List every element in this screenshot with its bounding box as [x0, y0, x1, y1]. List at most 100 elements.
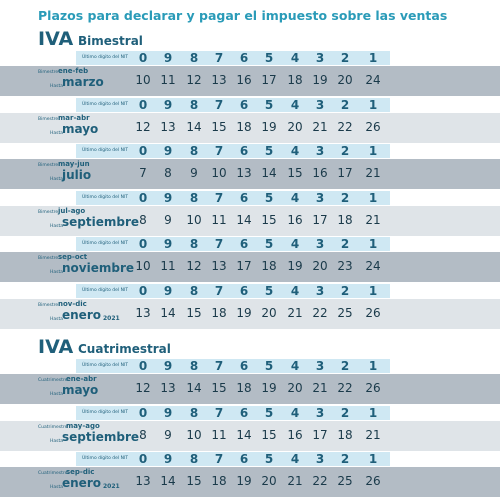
digit: 3 — [315, 97, 325, 112]
row-band — [0, 374, 500, 404]
digit: 3 — [315, 359, 325, 373]
day: 13 — [236, 166, 252, 180]
day: 18 — [261, 259, 277, 273]
due-label: Hasta — [50, 438, 64, 444]
day: 21 — [365, 212, 381, 227]
row-band — [0, 159, 500, 189]
digit: 6 — [239, 237, 249, 251]
due-month: marzo — [62, 75, 104, 89]
day: 16 — [287, 427, 303, 442]
day: 25 — [337, 305, 353, 320]
day: 13 — [135, 305, 151, 320]
period: nov-dic — [58, 299, 87, 308]
period-label: Bimestre — [38, 302, 59, 308]
due-label: Hasta — [50, 177, 64, 182]
section-label: IVA — [38, 336, 74, 358]
digit: 7 — [214, 452, 224, 466]
digit: 1 — [368, 51, 378, 65]
day: 16 — [287, 212, 303, 227]
digit: 4 — [290, 97, 300, 112]
day: 14 — [160, 474, 176, 488]
day: 17 — [337, 166, 353, 180]
day: 9 — [190, 166, 198, 180]
day: 26 — [365, 381, 381, 395]
digit: 8 — [189, 405, 199, 420]
header-band — [76, 452, 390, 466]
due-year: 2021 — [103, 314, 120, 322]
day: 22 — [312, 474, 328, 488]
day: 8 — [139, 427, 147, 442]
day: 20 — [287, 381, 303, 395]
digit: 6 — [239, 452, 249, 466]
digit: 7 — [214, 144, 224, 158]
header-label: Último dígito del NIT — [82, 456, 129, 461]
digit: 5 — [264, 452, 274, 466]
day: 17 — [261, 73, 277, 87]
day: 10 — [135, 259, 151, 273]
day: 14 — [186, 119, 202, 134]
digit: 0 — [138, 452, 148, 466]
day: 10 — [186, 427, 202, 442]
digit: 1 — [368, 97, 378, 112]
digit: 8 — [189, 237, 199, 251]
header-band — [76, 359, 390, 373]
header-label: Último dígito del NIT — [82, 409, 129, 415]
due-label: Hasta — [50, 485, 64, 490]
day: 17 — [312, 427, 328, 442]
digit: 7 — [214, 51, 224, 65]
digit: 9 — [163, 359, 173, 373]
day: 25 — [337, 474, 353, 488]
digit: 3 — [315, 51, 325, 65]
digit: 4 — [290, 237, 300, 251]
day: 22 — [337, 119, 353, 134]
period-label: Bimestre — [38, 116, 59, 122]
digit: 7 — [214, 405, 224, 420]
day: 20 — [261, 474, 277, 488]
title: Plazos para declarar y pagar el impuesto… — [38, 8, 448, 23]
digit: 6 — [239, 283, 249, 298]
digit: 9 — [163, 283, 173, 298]
digit: 5 — [264, 405, 274, 420]
due-month: noviembre — [62, 261, 135, 275]
digit: 7 — [214, 237, 224, 251]
period-label: Bimestre — [38, 70, 59, 75]
digit: 2 — [340, 283, 350, 298]
digit: 2 — [340, 237, 350, 251]
period-label: Bimestre — [38, 163, 59, 168]
digit: 2 — [340, 359, 350, 373]
digit: 0 — [138, 190, 148, 205]
day: 23 — [337, 259, 353, 273]
day: 26 — [365, 474, 381, 488]
row-band — [0, 420, 500, 451]
digit: 7 — [214, 359, 224, 373]
day: 18 — [287, 73, 303, 87]
digit: 3 — [315, 237, 325, 251]
due-label: Hasta — [50, 223, 64, 229]
header-band — [76, 97, 390, 112]
due-label: Hasta — [50, 316, 64, 322]
digit: 3 — [315, 190, 325, 205]
day: 18 — [211, 474, 227, 488]
due-year: 2021 — [103, 483, 120, 490]
header-label: Último dígito del NIT — [82, 287, 129, 293]
day: 20 — [287, 119, 303, 134]
digit: 2 — [340, 144, 350, 158]
digit: 0 — [138, 283, 148, 298]
day: 9 — [164, 427, 172, 442]
day: 7 — [139, 166, 147, 180]
digit: 5 — [264, 144, 274, 158]
digit: 8 — [189, 190, 199, 205]
digit: 6 — [239, 359, 249, 373]
day: 13 — [211, 259, 227, 273]
day: 21 — [365, 427, 381, 442]
header-band — [76, 190, 390, 205]
digit: 2 — [340, 452, 350, 466]
day: 18 — [236, 119, 252, 134]
row-band — [0, 205, 500, 236]
period-label: Cuatrimestre — [38, 378, 68, 383]
digit: 9 — [163, 51, 173, 65]
day: 12 — [135, 381, 151, 395]
day: 10 — [211, 166, 227, 180]
digit: 3 — [315, 283, 325, 298]
due-label: Hasta — [50, 270, 64, 275]
